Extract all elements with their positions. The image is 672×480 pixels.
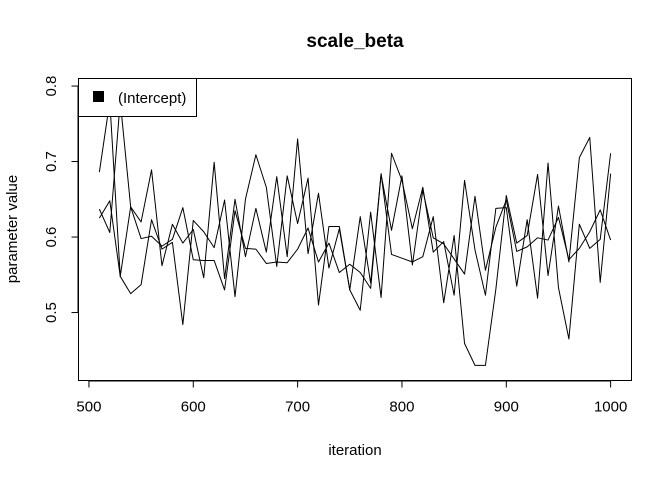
y-tick-label: 0.6 bbox=[43, 227, 60, 248]
y-axis: 0.5 0.6 0.7 0.8 bbox=[43, 76, 79, 323]
x-tick-label: 500 bbox=[76, 399, 101, 416]
legend: (Intercept) bbox=[78, 78, 197, 117]
series-line-3 bbox=[98, 100, 612, 291]
y-axis-label: parameter value bbox=[4, 175, 21, 283]
x-tick-label: 1000 bbox=[594, 399, 627, 416]
y-tick-label: 0.8 bbox=[43, 76, 60, 97]
x-tick-label: 600 bbox=[181, 399, 206, 416]
series-line-2 bbox=[98, 136, 612, 366]
x-axis-label: iteration bbox=[328, 442, 381, 459]
y-tick-label: 0.7 bbox=[43, 151, 60, 172]
y-tick-label: 0.5 bbox=[43, 302, 60, 323]
plot-frame bbox=[78, 78, 632, 381]
x-tick-label: 700 bbox=[285, 399, 310, 416]
legend-entry: (Intercept) bbox=[118, 90, 186, 107]
series-line-1 bbox=[98, 100, 612, 340]
series-layer bbox=[98, 100, 612, 366]
x-axis: 500 600 700 800 900 1000 bbox=[76, 380, 627, 416]
legend-swatch bbox=[93, 91, 104, 102]
chart-title: scale_beta bbox=[306, 31, 404, 52]
x-tick-label: 800 bbox=[389, 399, 414, 416]
x-tick-label: 900 bbox=[494, 399, 519, 416]
